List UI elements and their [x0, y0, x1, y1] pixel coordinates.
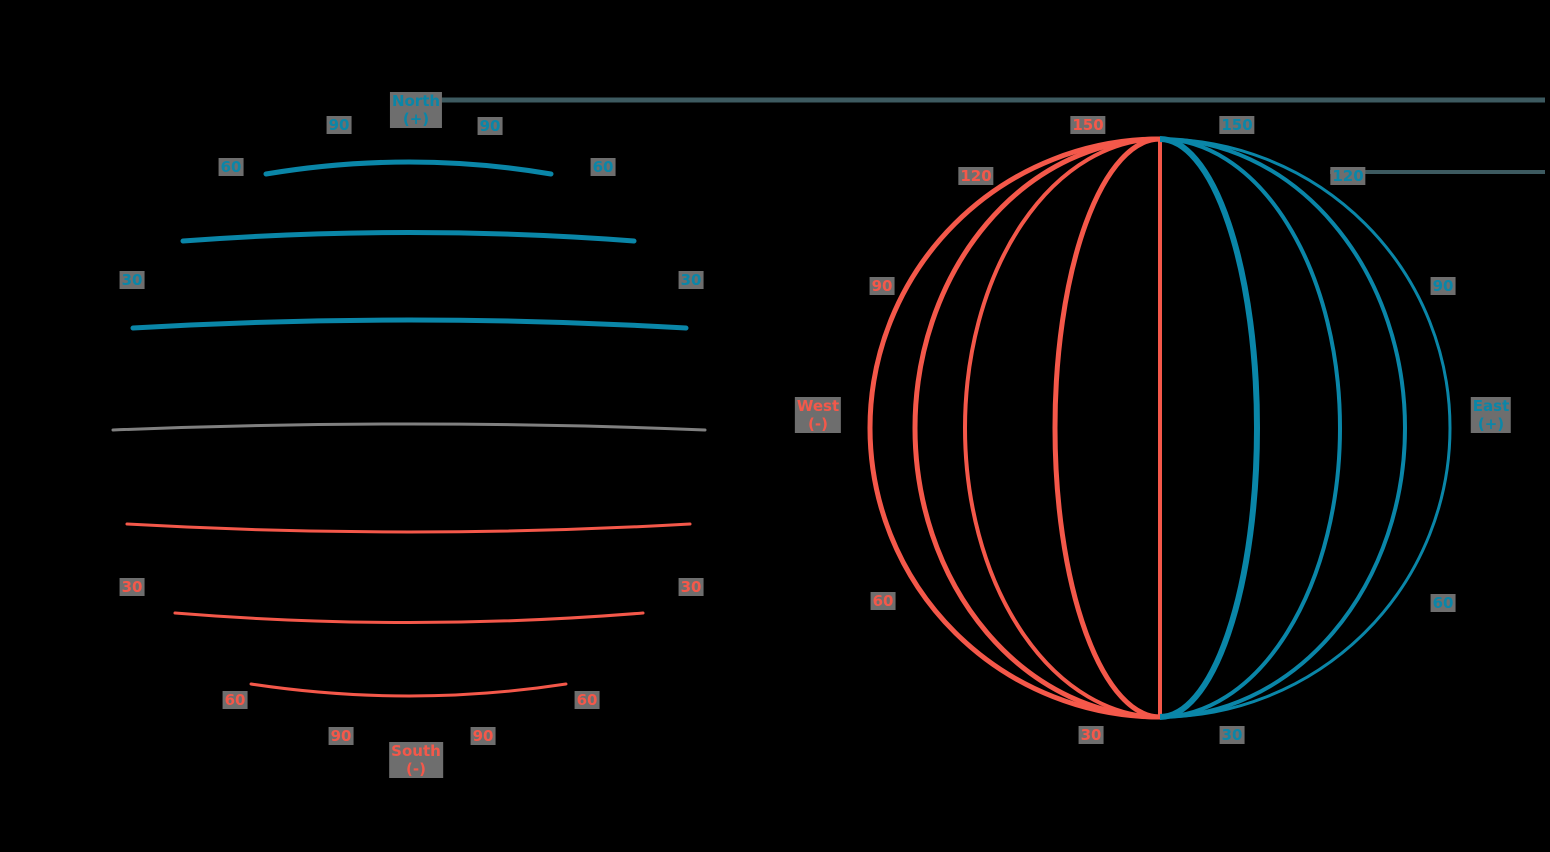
- south-label: South (-): [389, 742, 443, 778]
- east-label: East (+): [1470, 397, 1512, 433]
- meridian-w90: [867, 136, 1161, 720]
- west-sign: (-): [808, 415, 828, 433]
- equator-line: [111, 422, 707, 432]
- lat-label-n90-left: 90: [326, 116, 352, 134]
- lat-label-n30-left: 30: [119, 271, 145, 289]
- meridian-w60: [912, 136, 1161, 720]
- west-text: West: [796, 397, 840, 415]
- lat-label-n30-right: 30: [678, 271, 704, 289]
- lat-label-n90-right: 90: [477, 117, 503, 135]
- latitude-lines: [111, 159, 707, 698]
- meridian-w15: [1052, 136, 1161, 720]
- north-text: North: [391, 92, 441, 110]
- lon-label-e90: 90: [1430, 277, 1456, 295]
- east-sign: (+): [1477, 415, 1505, 433]
- east-text: East: [1472, 397, 1510, 415]
- meridian-w30: [963, 137, 1161, 719]
- latitude-line-s60: [173, 611, 645, 624]
- north-sign: (+): [402, 110, 430, 128]
- latitude-line-s30: [125, 522, 692, 534]
- west-label: West (-): [794, 397, 842, 433]
- lon-label-w60: 60: [870, 592, 896, 610]
- lat-label-n60-left: 60: [218, 158, 244, 176]
- latitude-line-n30: [130, 317, 689, 331]
- lat-label-s90-left: 90: [328, 727, 354, 745]
- latitude-line-n60: [180, 230, 637, 244]
- meridian-e30: [1159, 137, 1342, 719]
- longitude-lines: [867, 136, 1452, 720]
- lon-label-w30: 30: [1078, 726, 1104, 744]
- lon-label-e120: 120: [1330, 167, 1366, 185]
- lat-label-s30-right: 30: [678, 578, 704, 596]
- lon-label-e150: 150: [1219, 116, 1255, 134]
- lat-label-s60-left: 60: [222, 691, 248, 709]
- south-sign: (-): [406, 760, 426, 778]
- lat-label-n60-right: 60: [590, 158, 616, 176]
- lat-label-s90-right: 90: [470, 727, 496, 745]
- lon-label-w150: 150: [1070, 116, 1106, 134]
- lat-label-s60-right: 60: [574, 691, 600, 709]
- lon-label-e60: 60: [1430, 594, 1456, 612]
- meridian-e60: [1159, 137, 1407, 719]
- latitude-line-s60-lower: [249, 682, 568, 698]
- south-text: South: [391, 742, 441, 760]
- lon-label-w90: 90: [869, 277, 895, 295]
- north-label: North (+): [389, 92, 443, 128]
- meridian-e15: [1159, 136, 1260, 720]
- meridian-e90: [1159, 137, 1452, 719]
- lon-label-e30: 30: [1219, 726, 1245, 744]
- latitude-line-n60-upper: [263, 159, 554, 177]
- lat-label-s30-left: 30: [119, 578, 145, 596]
- lon-label-w120: 120: [958, 167, 994, 185]
